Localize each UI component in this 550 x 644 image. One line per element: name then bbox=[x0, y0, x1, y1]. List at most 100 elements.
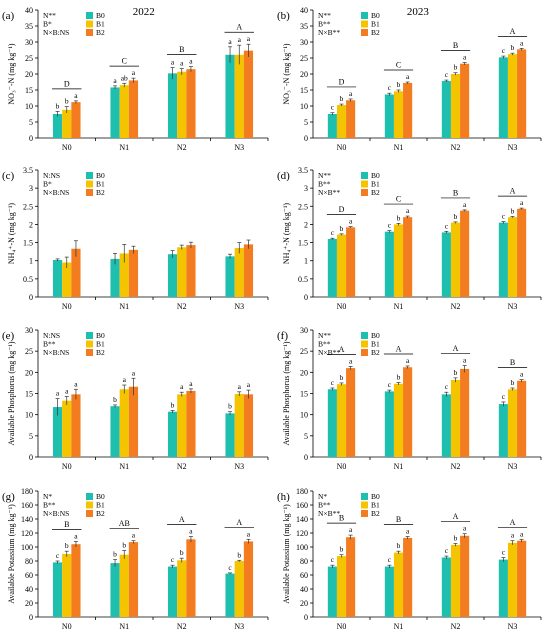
stats-annotation: N** bbox=[318, 171, 331, 180]
bar-B2 bbox=[460, 368, 470, 457]
bar-B2 bbox=[460, 210, 470, 297]
bar-B1 bbox=[177, 394, 187, 457]
x-tick-label: N0 bbox=[337, 143, 347, 152]
legend-swatch-B2 bbox=[86, 510, 93, 517]
y-tick-label: 3 bbox=[29, 184, 33, 193]
legend-swatch-B2 bbox=[86, 349, 93, 356]
bar-B1 bbox=[393, 383, 404, 457]
y-tick-label: 35 bbox=[25, 22, 33, 31]
bar-B2 bbox=[517, 208, 527, 297]
significance-letter: c bbox=[502, 46, 506, 55]
bar-B0 bbox=[52, 259, 63, 297]
bar-B2 bbox=[186, 390, 196, 457]
x-tick-label: N0 bbox=[62, 622, 72, 631]
legend-label: B2 bbox=[96, 188, 105, 197]
legend-swatch-B1 bbox=[361, 180, 368, 188]
significance-letter: b bbox=[340, 545, 344, 554]
significance-letter: b bbox=[340, 224, 344, 233]
legend-label: B2 bbox=[96, 348, 105, 357]
y-tick-label: 1 bbox=[304, 257, 308, 266]
legend-label: B0 bbox=[96, 331, 105, 340]
y-tick-label: 5 bbox=[29, 432, 33, 441]
x-tick-label: N3 bbox=[234, 143, 244, 152]
significance-letter: b bbox=[237, 550, 241, 559]
bar-B1 bbox=[234, 54, 244, 138]
significance-letter: a bbox=[238, 35, 242, 44]
bar-B2 bbox=[128, 542, 139, 617]
group-letter: D bbox=[339, 77, 345, 86]
bar-B2 bbox=[71, 248, 81, 297]
x-tick-label: N3 bbox=[508, 143, 518, 152]
significance-letter: ab bbox=[121, 73, 128, 82]
legend-label: B1 bbox=[371, 340, 380, 349]
y-tick-label: 0 bbox=[304, 613, 308, 622]
significance-letter: c bbox=[331, 555, 335, 564]
significance-letter: a bbox=[65, 386, 69, 395]
x-tick-label: N2 bbox=[451, 143, 461, 152]
significance-letter: a bbox=[349, 217, 353, 226]
y-tick-label: 10 bbox=[25, 411, 33, 420]
significance-letter: a bbox=[406, 72, 410, 81]
y-tick-label: 1.5 bbox=[23, 239, 33, 248]
significance-letter: a bbox=[132, 68, 136, 77]
y-tick-label: 100 bbox=[296, 543, 308, 552]
significance-letter: a bbox=[74, 531, 78, 540]
y-tick-label: 20 bbox=[300, 368, 308, 377]
significance-letter: c bbox=[445, 546, 449, 555]
bar-B2 bbox=[128, 249, 139, 297]
x-tick-label: N2 bbox=[177, 622, 187, 631]
bar-B1 bbox=[119, 253, 129, 297]
group-letter: B bbox=[64, 520, 69, 529]
legend-label: B0 bbox=[371, 492, 380, 501]
group-letter: C bbox=[396, 195, 401, 204]
group-letter: D bbox=[64, 79, 70, 88]
y-tick-label: 10 bbox=[25, 102, 33, 111]
significance-letter: b bbox=[113, 395, 117, 404]
legend-swatch-B0 bbox=[361, 172, 368, 179]
legend-label: B0 bbox=[96, 492, 105, 501]
stats-annotation: B** bbox=[43, 340, 56, 349]
bar-B2 bbox=[71, 544, 81, 617]
y-tick-label: 25 bbox=[25, 347, 33, 356]
legend-label: B0 bbox=[371, 171, 380, 180]
significance-letter: c bbox=[388, 380, 392, 389]
chart-panel-e: 0 5 10 15 20 25 30 Available Phosphorus (mg kg⁻… bbox=[2, 326, 269, 471]
significance-letter: a bbox=[189, 527, 193, 536]
significance-letter: c bbox=[228, 563, 232, 572]
group-letter: A bbox=[236, 518, 242, 527]
bar-B1 bbox=[450, 74, 461, 138]
bar-B2 bbox=[243, 244, 254, 297]
legend-swatch-B2 bbox=[86, 189, 93, 196]
y-axis-label: NH₄⁺-N (mg kg⁻¹) bbox=[282, 203, 291, 265]
x-tick-label: N3 bbox=[234, 622, 244, 631]
y-tick-label: 100 bbox=[21, 543, 33, 552]
significance-letter: a bbox=[463, 200, 467, 209]
group-letter: A bbox=[510, 27, 516, 36]
x-tick-label: N3 bbox=[508, 622, 518, 631]
significance-letter: a bbox=[113, 76, 117, 85]
stats-annotation: N:NS bbox=[43, 331, 60, 340]
bar-B0 bbox=[498, 57, 508, 138]
x-tick-label: N0 bbox=[62, 302, 72, 311]
bar-B1 bbox=[393, 224, 404, 297]
significance-letter: a bbox=[180, 59, 184, 68]
significance-letter: b bbox=[340, 94, 344, 103]
bar-B2 bbox=[346, 537, 356, 617]
bar-B0 bbox=[167, 411, 178, 457]
bar-B2 bbox=[186, 69, 196, 138]
significance-letter: a bbox=[189, 379, 193, 388]
bar-B0 bbox=[52, 407, 63, 457]
bar-B2 bbox=[128, 80, 139, 138]
bar-B2 bbox=[186, 245, 196, 297]
bar-B2 bbox=[517, 540, 527, 617]
group-letter: C bbox=[122, 57, 127, 66]
bar-B0 bbox=[225, 573, 235, 617]
significance-letter: a bbox=[463, 524, 467, 533]
legend-swatch-B0 bbox=[86, 332, 93, 339]
y-tick-label: 35 bbox=[300, 22, 308, 31]
significance-letter: b bbox=[397, 372, 401, 381]
significance-letter: b bbox=[454, 63, 458, 72]
group-letter: A bbox=[236, 23, 242, 32]
significance-letter: a bbox=[56, 389, 60, 398]
significance-letter: b bbox=[454, 368, 458, 377]
